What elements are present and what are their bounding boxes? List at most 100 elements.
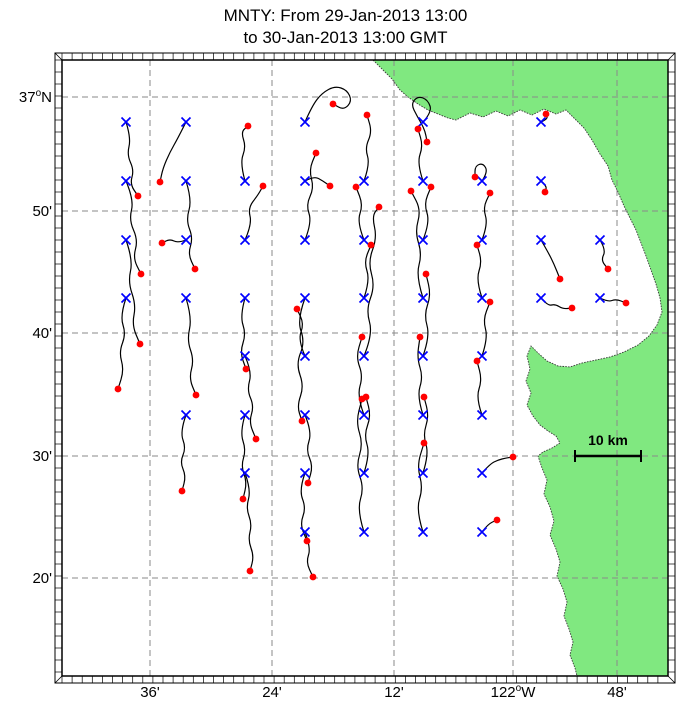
drifter-trajectory	[117, 297, 127, 390]
start-x-marker	[239, 234, 251, 246]
start-x-marker	[417, 116, 429, 128]
drifter-trajectory	[476, 244, 483, 299]
drifter-trajectory	[363, 114, 372, 182]
drifter-trajectory	[363, 206, 380, 357]
start-x-marker	[535, 116, 547, 128]
start-x-marker	[417, 292, 429, 304]
drifter-trajectory	[244, 355, 257, 440]
x-tick-label: 48'	[607, 684, 627, 701]
end-dot-marker	[375, 203, 383, 211]
scale-bar: 10 km	[574, 432, 642, 462]
drifter-trajectory	[304, 86, 352, 123]
drifter-trajectory	[363, 244, 372, 299]
graticule-grid	[62, 60, 668, 676]
start-x-marker	[535, 234, 547, 246]
end-dot-marker	[509, 453, 517, 461]
start-x-marker	[239, 175, 251, 187]
end-dot-marker	[329, 100, 337, 108]
end-dot-marker	[192, 391, 200, 399]
start-x-marker	[417, 467, 429, 479]
frame-corner	[667, 675, 676, 684]
start-x-marker	[594, 234, 606, 246]
start-x-marker	[476, 409, 488, 421]
start-x-marker	[120, 234, 132, 246]
start-x-marker	[476, 526, 488, 538]
land-polygon	[373, 60, 668, 676]
end-dot-marker	[420, 393, 428, 401]
start-x-marker	[299, 526, 311, 538]
end-dot-marker	[542, 110, 550, 118]
end-dot-marker	[242, 365, 250, 373]
end-dot-marker	[246, 567, 254, 575]
end-dot-marker	[423, 138, 431, 146]
drifter-trajectory	[244, 472, 254, 572]
axis-labels: 37oN 50' 40' 30' 20' 36' 24' 12' 122oW 48'	[19, 88, 627, 701]
drifter-trajectory	[304, 177, 331, 187]
drifter-trajectory	[481, 456, 514, 474]
x-tick-label: 122oW	[491, 683, 537, 701]
drifter-trajectory	[159, 121, 187, 183]
x-tick-label: 12'	[384, 684, 404, 701]
end-dot-marker	[604, 265, 612, 273]
chart-title-line2: to 30-Jan-2013 13:00 GMT	[243, 28, 448, 47]
end-dot-marker	[114, 385, 122, 393]
drifter-trajectory	[599, 239, 609, 270]
start-x-marker	[239, 350, 251, 362]
end-dot-marker	[252, 435, 260, 443]
drifter-trajectory	[297, 297, 306, 422]
drifter-trajectory	[417, 128, 424, 182]
end-dot-marker	[309, 573, 317, 581]
start-x-marker	[180, 292, 192, 304]
drifter-trajectory	[125, 121, 139, 197]
drifter-trajectory	[474, 163, 487, 182]
start-x-marker	[299, 467, 311, 479]
end-dot-marker	[312, 149, 320, 157]
end-dot-marker	[358, 395, 366, 403]
drifter-trajectory	[540, 239, 561, 280]
y-tick-label: 20'	[32, 570, 52, 587]
end-dot-marker	[407, 187, 415, 195]
frame-corner	[667, 52, 676, 61]
x-tick-label: 36'	[140, 684, 160, 701]
start-x-marker	[535, 292, 547, 304]
end-dot-marker	[414, 125, 422, 133]
end-dot-marker	[303, 537, 311, 545]
drifter-trajectory	[422, 396, 429, 474]
start-x-marker	[120, 292, 132, 304]
start-x-marker	[299, 292, 311, 304]
y-tick-label: 30'	[32, 448, 52, 465]
end-dot-marker	[420, 439, 428, 447]
drifter-trajectory	[300, 472, 308, 542]
start-x-marker	[239, 467, 251, 479]
end-dot-marker	[136, 340, 144, 348]
end-dot-marker	[471, 173, 479, 181]
end-dot-marker	[156, 178, 164, 186]
end-dot-marker	[304, 479, 312, 487]
chart-title-line1: MNTY: From 29-Jan-2013 13:00	[223, 6, 468, 25]
drifter-trajectory	[185, 297, 197, 396]
end-dot-marker	[568, 304, 576, 312]
y-tick-label: 40'	[32, 325, 52, 342]
start-x-marker	[239, 409, 251, 421]
end-markers	[114, 100, 630, 581]
trajectories	[117, 86, 627, 578]
end-dot-marker	[137, 270, 145, 278]
drifter-trajectory	[417, 442, 425, 533]
end-dot-marker	[158, 239, 166, 247]
land	[372, 59, 668, 677]
drifter-trajectory	[244, 185, 264, 241]
frame-corner	[54, 675, 63, 684]
start-x-marker	[476, 175, 488, 187]
start-x-marker	[358, 409, 370, 421]
start-x-marker	[476, 292, 488, 304]
start-x-marker	[180, 234, 192, 246]
end-dot-marker	[427, 183, 435, 191]
drifter-trajectory	[481, 301, 491, 357]
end-dot-marker	[293, 305, 301, 313]
start-x-marker	[417, 526, 429, 538]
end-dot-marker	[326, 182, 334, 190]
drifter-trajectory	[599, 297, 627, 304]
end-dot-marker	[259, 182, 267, 190]
drifter-trajectory	[481, 192, 491, 241]
